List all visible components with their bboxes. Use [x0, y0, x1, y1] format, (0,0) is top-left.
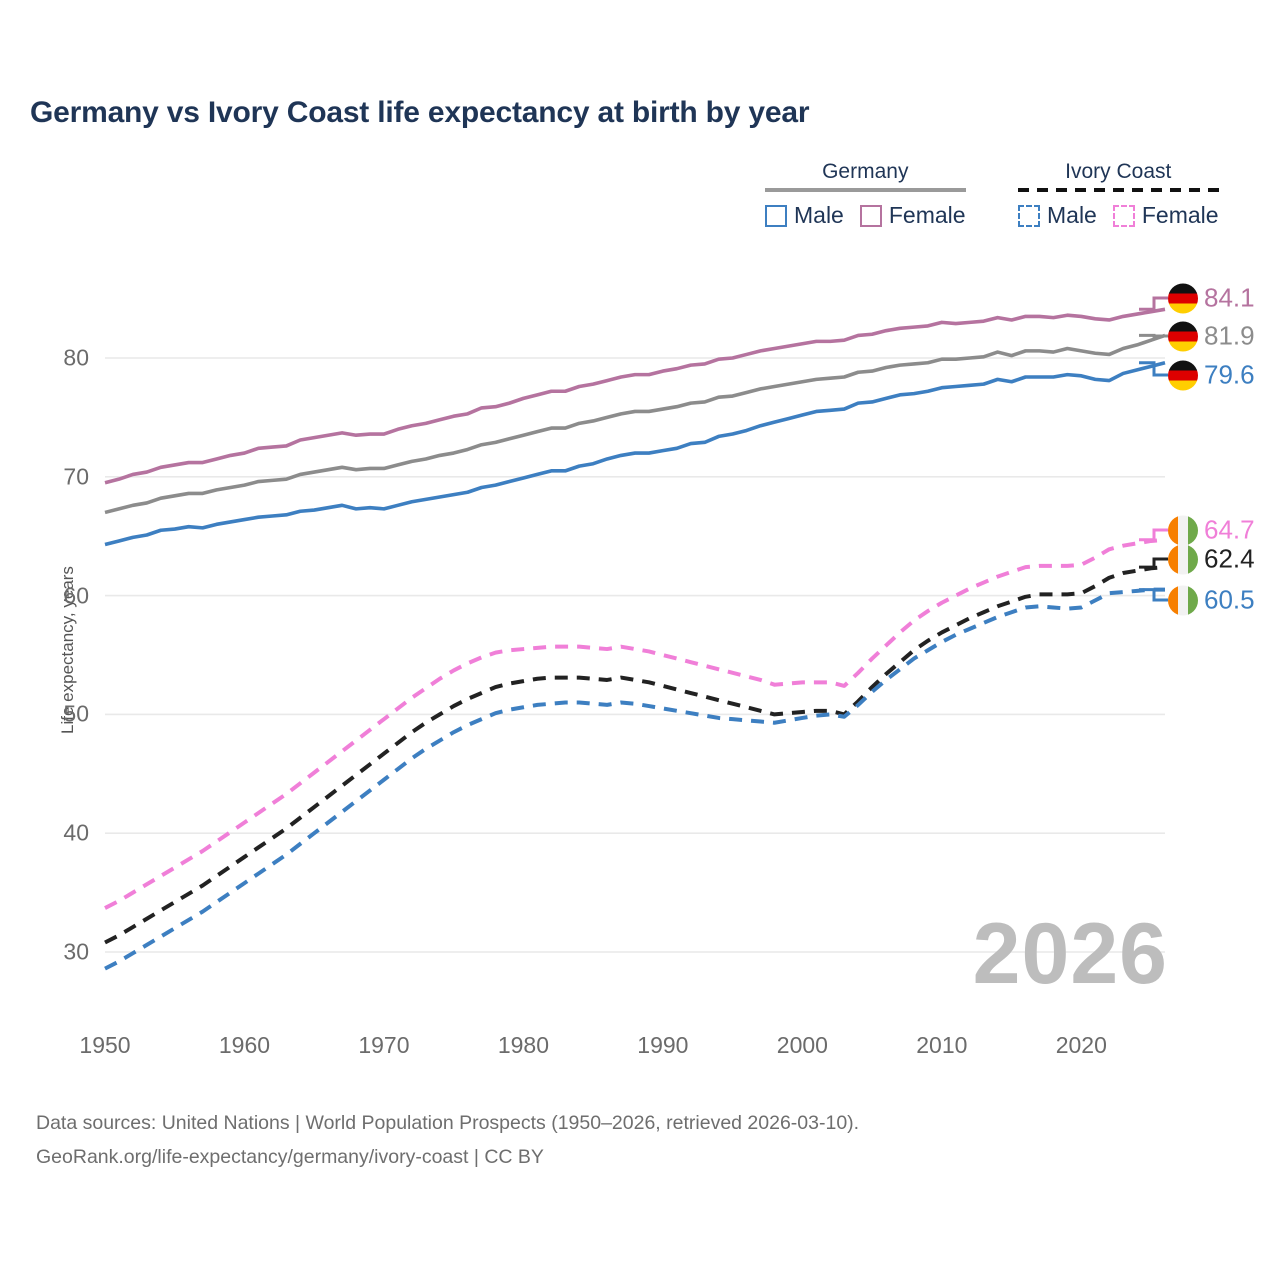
year-watermark: 2026 — [972, 906, 1168, 1002]
legend-rule-ivory-coast — [1018, 188, 1219, 192]
legend-item-germany-male[interactable]: Male — [765, 202, 844, 229]
x-tick-label-2000: 2000 — [776, 1032, 828, 1058]
end-label-connector — [1139, 333, 1168, 338]
x-tick-label-1960: 1960 — [218, 1032, 271, 1058]
end-label-connector — [1139, 528, 1168, 542]
germany-flag-icon — [1168, 360, 1198, 390]
x-tick-label-2020: 2020 — [1055, 1032, 1107, 1058]
legend-rule-germany — [765, 188, 966, 192]
page-title: Germany vs Ivory Coast life expectancy a… — [30, 96, 810, 129]
series-line-ivory-coast-female — [104, 537, 1166, 910]
y-tick-label-70: 70 — [63, 463, 89, 490]
legend-items-ivory-coast: Male Female — [1018, 202, 1219, 229]
legend-swatch-germany-female — [859, 204, 882, 227]
ivory-coast-flag-icon — [1168, 544, 1198, 574]
end-label-value: 84.1 — [1204, 282, 1255, 313]
legend-label-ivory-coast-male: Male — [1047, 202, 1097, 228]
end-label-value: 81.9 — [1204, 320, 1255, 351]
legend-swatch-ivory-coast-female — [1112, 204, 1135, 227]
end-label: 84.1 — [1168, 283, 1255, 314]
legend-group-germany: Germany Male Female — [765, 160, 966, 229]
y-tick-label-50: 50 — [63, 700, 89, 727]
series-line-germany-male — [104, 361, 1166, 547]
x-tick-label-1970: 1970 — [358, 1032, 410, 1058]
x-tick-label-2010: 2010 — [916, 1032, 968, 1058]
end-label-connector — [1139, 588, 1168, 602]
y-tick-label-80: 80 — [63, 344, 89, 371]
footer-attribution: Data sources: United Nations | World Pop… — [36, 1106, 859, 1174]
chart-legend: Germany Male Female Ivory Coast Male — [760, 160, 1250, 240]
legend-swatch-germany-male — [765, 204, 787, 227]
legend-country-germany: Germany — [822, 160, 909, 183]
legend-item-ivory-coast-female[interactable]: Female — [1112, 202, 1219, 229]
x-tick-label-1950: 1950 — [79, 1032, 131, 1058]
end-label-connector — [1139, 361, 1168, 377]
legend-swatch-ivory-coast-male — [1018, 204, 1040, 227]
legend-items-germany: Male Female — [765, 202, 966, 229]
end-label-connector — [1139, 557, 1168, 569]
ivory-coast-flag-icon — [1168, 515, 1198, 545]
legend-group-ivory-coast: Ivory Coast Male Female — [1018, 160, 1219, 229]
x-tick-label-1980: 1980 — [497, 1032, 549, 1058]
footer-line-2: GeoRank.org/life-expectancy/germany/ivor… — [36, 1146, 544, 1168]
germany-flag-icon — [1168, 321, 1198, 351]
legend-label-germany-female: Female — [888, 202, 966, 228]
x-tick-label-1990: 1990 — [637, 1032, 689, 1058]
y-tick-label-40: 40 — [63, 819, 89, 846]
germany-flag-icon — [1168, 283, 1198, 313]
y-tick-label-60: 60 — [63, 582, 89, 609]
legend-item-ivory-coast-male[interactable]: Male — [1018, 202, 1097, 229]
end-label: 81.9 — [1168, 321, 1255, 352]
end-label: 60.5 — [1168, 585, 1255, 616]
end-label-value: 60.5 — [1204, 584, 1255, 615]
legend-label-germany-male: Male — [794, 202, 844, 228]
series-line-germany-total — [104, 333, 1166, 515]
end-label-value: 62.4 — [1204, 543, 1255, 574]
series-line-ivory-coast-total — [104, 565, 1166, 945]
legend-country-ivory-coast: Ivory Coast — [1065, 160, 1172, 183]
end-label: 62.4 — [1168, 544, 1255, 575]
end-label: 79.6 — [1168, 360, 1255, 391]
end-label: 64.7 — [1168, 515, 1255, 546]
legend-item-germany-female[interactable]: Female — [859, 202, 966, 229]
end-label-value: 79.6 — [1204, 359, 1255, 390]
end-label-connector — [1139, 296, 1168, 311]
series-line-germany-female — [104, 307, 1166, 485]
footer-line-1: Data sources: United Nations | World Pop… — [36, 1112, 860, 1134]
y-tick-label-30: 30 — [63, 938, 89, 965]
legend-label-ivory-coast-female: Female — [1141, 202, 1219, 228]
end-label-value: 64.7 — [1204, 514, 1255, 545]
ivory-coast-flag-icon — [1168, 585, 1198, 615]
